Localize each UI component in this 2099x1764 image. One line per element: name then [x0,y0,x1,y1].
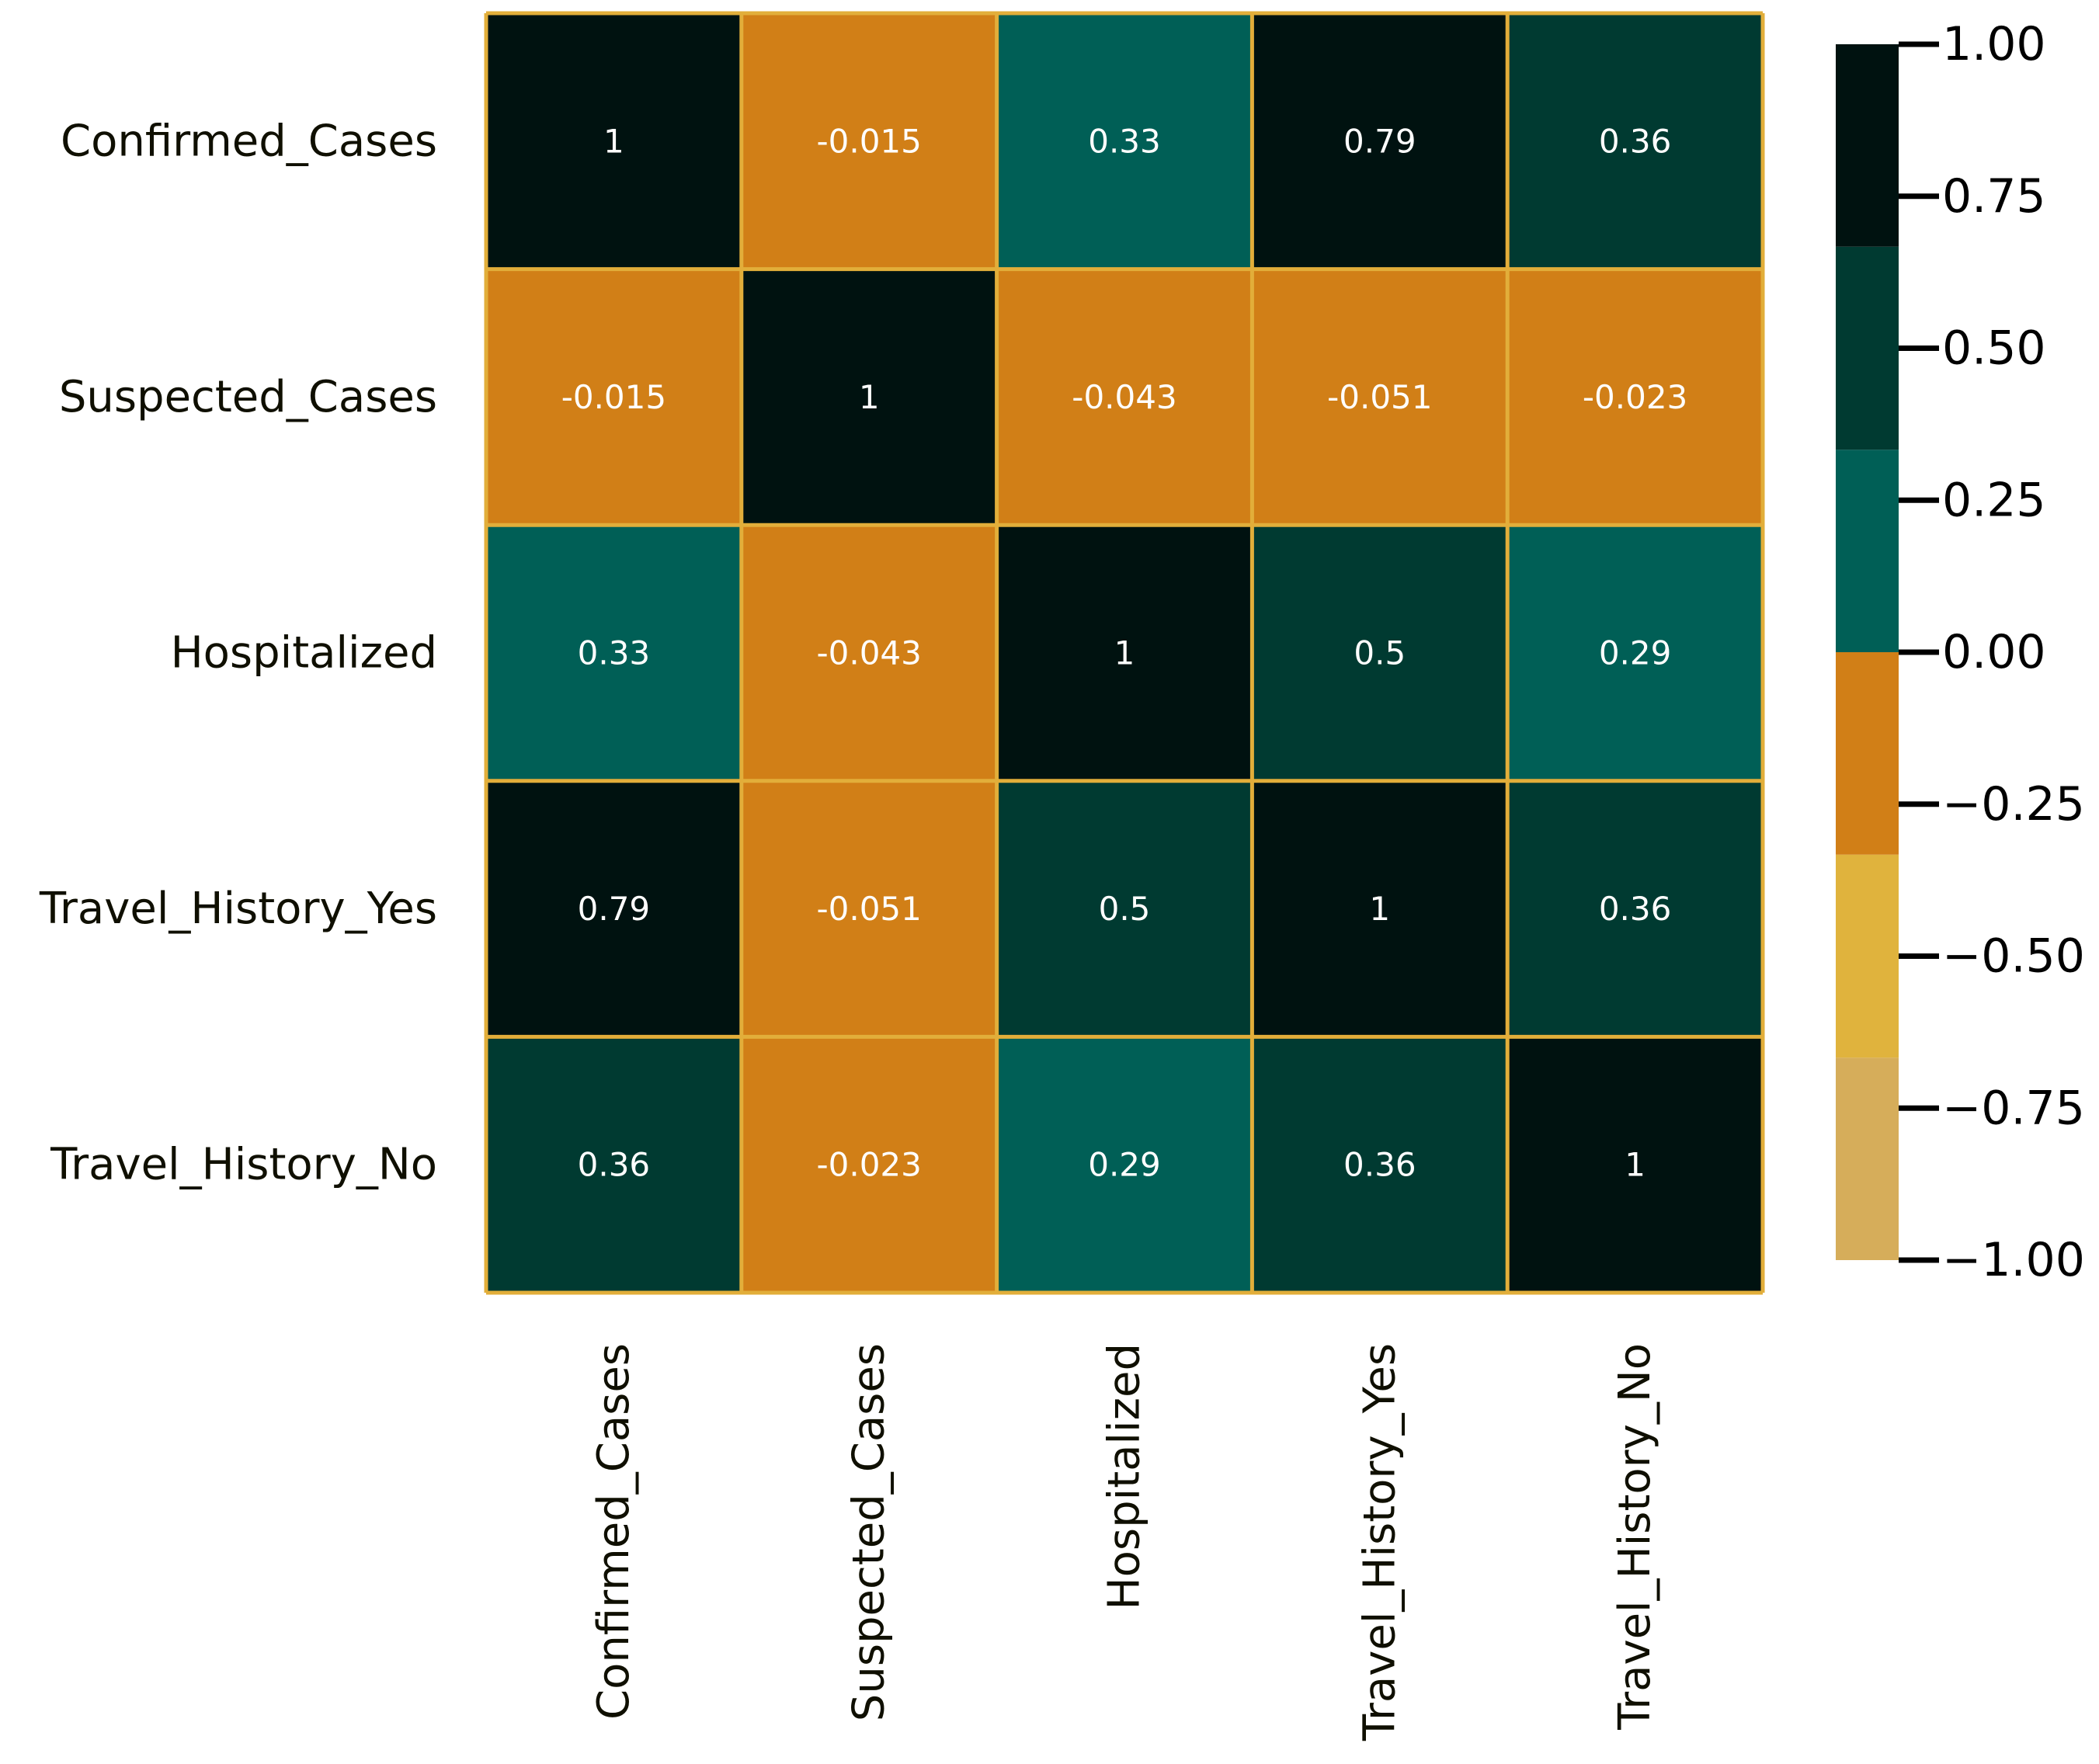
cell-annotation-1-2: -0.043 [1072,378,1176,416]
cell-annotation-4-1: -0.023 [816,1146,921,1184]
heatmap-cell-3-0 [486,780,742,1037]
heatmap-cell-0-4 [1507,13,1763,269]
cell-annotations: 1 -0.015 0.33 0.79 0.36 -0.015 1 -0.043 -0.051 -0… [561,122,1688,1183]
colorbar: 1.00 0.75 0.50 0.25 0.00 −0.25 −0.50 −0.75 −1.00 [1836,17,2085,1287]
heatmap-cell-1-0 [486,269,742,526]
cell-annotation-0-0: 1 [603,122,624,160]
cell-annotation-2-2: 1 [1114,634,1135,672]
cell-annotation-2-4: 0.29 [1599,634,1672,672]
colorbar-tick-label: 0.75 [1942,169,2046,224]
heatmap-cell-4-1 [741,1037,997,1293]
heatmap-cell-3-1 [741,780,997,1037]
cell-annotation-3-3: 1 [1369,890,1390,928]
heatmap-cell-0-0 [486,13,742,269]
colorbar-tick-label: −1.00 [1942,1233,2085,1287]
cell-annotation-1-1: 1 [859,378,880,416]
heatmap-cells [484,11,1765,1295]
x-tick-label: Travel_History_Yes [1354,1343,1405,1741]
x-tick-label: Hospitalized [1100,1343,1150,1609]
y-tick-label: Travel_History_Yes [39,884,437,934]
cell-annotation-0-4: 0.36 [1599,122,1672,160]
cell-annotation-3-0: 0.79 [578,890,651,928]
y-tick-label: Suspected_Cases [59,372,437,422]
cell-annotation-2-0: 0.33 [578,634,651,672]
cell-annotation-3-1: -0.051 [816,890,921,928]
heatmap-cell-3-4 [1507,780,1763,1037]
x-tick-label: Travel_History_No [1610,1343,1660,1731]
x-tick-label: Confirmed_Cases [589,1343,639,1720]
heatmap-cell-1-2 [996,269,1253,526]
heatmap-cell-2-4 [1507,525,1763,781]
cell-annotation-4-2: 0.29 [1088,1146,1161,1184]
cell-annotation-4-4: 1 [1625,1146,1645,1184]
y-tick-label: Hospitalized [171,628,437,679]
cell-annotation-0-1: -0.015 [816,122,921,160]
heatmap-cell-0-2 [996,13,1253,269]
heatmap-cell-4-4 [1507,1037,1763,1293]
cell-annotation-1-4: -0.023 [1583,378,1687,416]
colorbar-segment-0 [1836,1057,1899,1260]
heatmap-cell-2-3 [1252,525,1508,781]
y-tick-labels: Confirmed_Cases Suspected_Cases Hospitaliz… [39,116,437,1189]
cell-annotation-0-3: 0.79 [1343,122,1416,160]
colorbar-tick-label: −0.50 [1942,929,2085,984]
heatmap-cell-2-0 [486,525,742,781]
cell-annotation-4-0: 0.36 [578,1146,651,1184]
y-tick-label: Travel_History_No [50,1140,437,1190]
heatmap-cell-3-3 [1252,780,1508,1037]
colorbar-segment-3 [1836,450,1899,652]
colorbar-segment-1 [1836,854,1899,1058]
cell-annotation-2-1: -0.043 [816,634,921,672]
y-tick-label: Confirmed_Cases [61,116,437,166]
colorbar-tick-label: 0.00 [1942,625,2046,679]
colorbar-segment-4 [1836,246,1899,450]
heatmap-cell-1-3 [1252,269,1508,526]
heatmap-cell-2-2 [996,525,1253,781]
heatmap-cell-0-3 [1252,13,1508,269]
colorbar-tick-label: 0.25 [1942,473,2046,527]
cell-annotation-3-4: 0.36 [1599,890,1672,928]
colorbar-tick-label: 0.50 [1942,321,2046,376]
colorbar-tick-label: −0.25 [1942,777,2085,832]
colorbar-tick-label: 1.00 [1942,17,2046,71]
cell-annotation-1-0: -0.015 [561,378,666,416]
heatmap-cell-4-0 [486,1037,742,1293]
heatmap-cell-1-4 [1507,269,1763,526]
cell-annotation-4-3: 0.36 [1343,1146,1416,1184]
heatmap-cell-0-1 [741,13,997,269]
x-tick-label: Suspected_Cases [844,1343,895,1721]
colorbar-segment-5 [1836,44,1899,247]
heatmap-cell-3-2 [996,780,1253,1037]
heatmap-cell-1-1 [741,269,997,526]
cell-annotation-0-2: 0.33 [1088,122,1161,160]
heatmap-cell-4-3 [1252,1037,1508,1293]
cell-annotation-2-3: 0.5 [1354,634,1406,672]
heatmap-cell-4-2 [996,1037,1253,1293]
heatmap-cell-2-1 [741,525,997,781]
cell-annotation-1-3: -0.051 [1327,378,1432,416]
x-tick-labels: Confirmed_Cases Suspected_Cases Hospitaliz… [589,1343,1660,1741]
colorbar-segment-2 [1836,652,1899,855]
colorbar-tick-label: −0.75 [1942,1081,2085,1135]
cell-annotation-3-2: 0.5 [1099,890,1151,928]
